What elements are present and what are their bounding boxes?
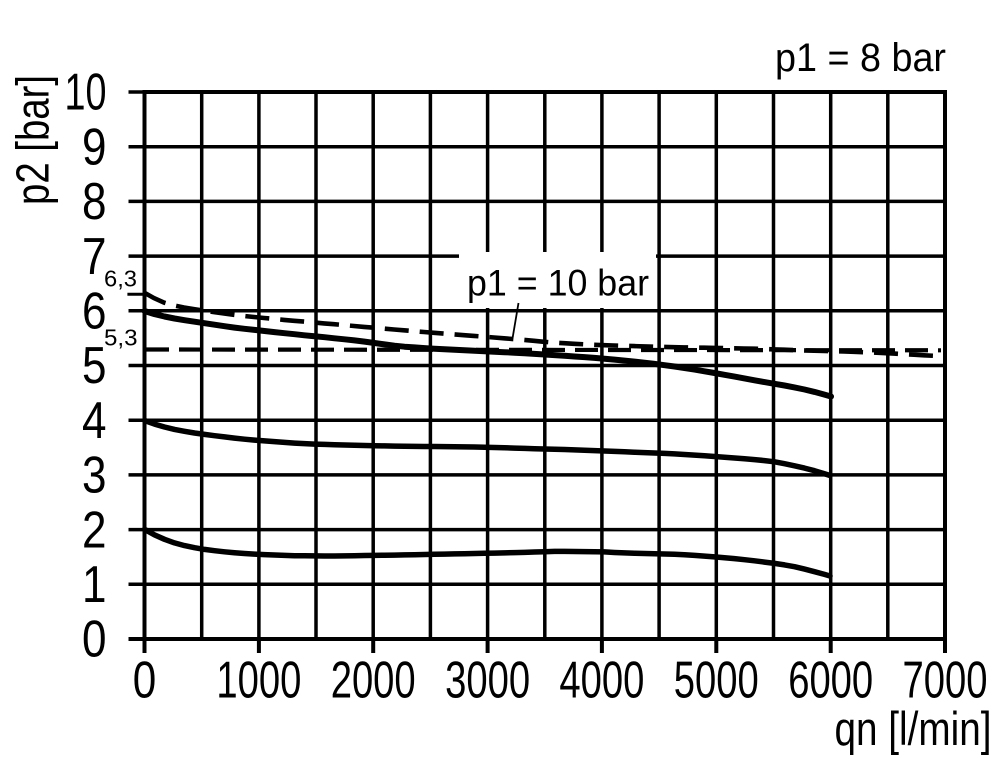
svg-text:p2 [bar]: p2 [bar] — [6, 75, 58, 205]
svg-text:2: 2 — [82, 500, 107, 558]
svg-text:0: 0 — [82, 610, 107, 668]
svg-text:10: 10 — [65, 63, 107, 121]
svg-text:5,3: 5,3 — [104, 325, 138, 351]
svg-text:4: 4 — [82, 391, 107, 449]
svg-text:1: 1 — [82, 555, 107, 613]
svg-text:3000: 3000 — [445, 651, 530, 709]
svg-text:0: 0 — [133, 651, 157, 709]
svg-text:8: 8 — [82, 172, 107, 230]
svg-text:p1 = 10 bar: p1 = 10 bar — [467, 263, 649, 304]
svg-text:9: 9 — [82, 117, 107, 175]
svg-text:7: 7 — [82, 227, 107, 285]
svg-text:1000: 1000 — [216, 651, 301, 709]
svg-text:2000: 2000 — [331, 651, 416, 709]
svg-text:3: 3 — [82, 446, 107, 504]
svg-text:6000: 6000 — [788, 651, 873, 709]
svg-text:6,3: 6,3 — [104, 266, 137, 292]
svg-text:5000: 5000 — [674, 651, 759, 709]
svg-text:p1 = 8 bar: p1 = 8 bar — [775, 36, 946, 80]
svg-text:6: 6 — [82, 282, 107, 340]
svg-text:qn [l/min]: qn [l/min] — [835, 702, 992, 755]
svg-text:7000: 7000 — [903, 651, 988, 709]
svg-text:5: 5 — [82, 336, 107, 394]
svg-text:4000: 4000 — [559, 651, 644, 709]
